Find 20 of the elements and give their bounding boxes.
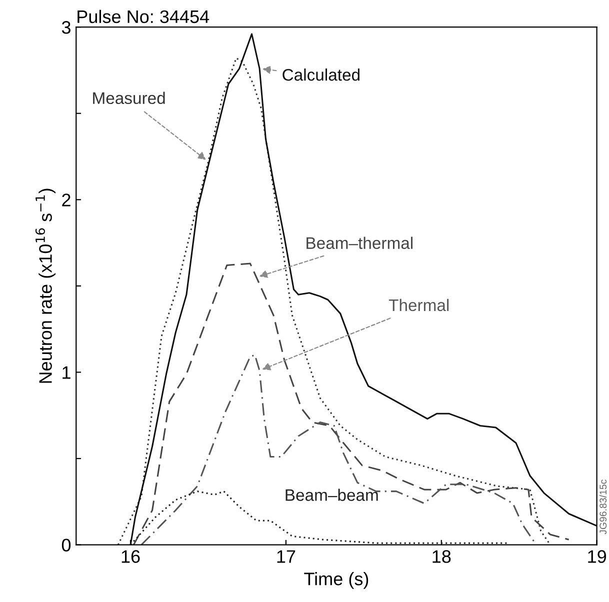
text: Measured bbox=[93, 92, 165, 104]
series-label: Beam–beam bbox=[286, 488, 378, 501]
text: Thermal bbox=[388, 298, 449, 312]
series-label: Calculated bbox=[282, 68, 360, 81]
line-series bbox=[132, 262, 570, 545]
line-series bbox=[140, 354, 537, 545]
y-tick-label: 1 bbox=[62, 366, 70, 379]
y-axis-title: Neutron rate (x10$^{16}$ s$^{−1}$) bbox=[35, 188, 56, 383]
chart-title: Pulse No: 34454 bbox=[78, 10, 210, 24]
text: Beam–thermal bbox=[306, 236, 412, 250]
line-series bbox=[130, 490, 509, 545]
x-tick-label: 19 bbox=[588, 550, 606, 563]
y-tick-label: 2 bbox=[62, 194, 70, 206]
y-tick-label: 0 bbox=[62, 538, 71, 552]
text: JG96.83/15c bbox=[599, 480, 607, 534]
x-tick-label: 18 bbox=[432, 550, 451, 563]
y-tick-label: 3 bbox=[62, 21, 70, 34]
x-tick-label: 17 bbox=[277, 550, 296, 563]
x-tick-label: 16 bbox=[122, 550, 140, 563]
x-axis-title: Time (s) bbox=[304, 572, 368, 589]
